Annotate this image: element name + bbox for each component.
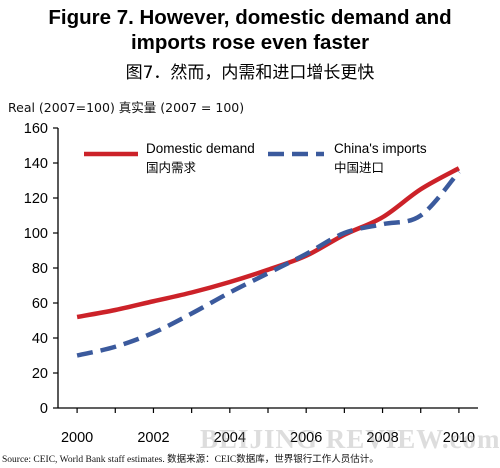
legend-label-zh-china-imports: 中国进口 (334, 160, 384, 175)
x-tick-label-2008: 2008 (366, 430, 398, 446)
y-axis-label: Real (2007=100) 真实量 (2007 = 100) (8, 100, 245, 115)
y-tick-label-0: 0 (40, 401, 48, 417)
x-tick-label-2006: 2006 (290, 430, 322, 446)
y-tick-label-80: 80 (32, 261, 48, 277)
y-tick-label-40: 40 (32, 331, 48, 347)
y-tick-label-60: 60 (32, 296, 48, 312)
x-tick-label-2004: 2004 (214, 430, 246, 446)
y-tick-label-120: 120 (24, 191, 48, 207)
legend-label-china-imports: China's imports (334, 141, 427, 156)
y-tick-label-140: 140 (24, 156, 48, 172)
x-tick-label-2000: 2000 (61, 430, 93, 446)
y-tick-label-160: 160 (24, 121, 48, 137)
x-tick-label-2010: 2010 (443, 430, 475, 446)
chart-title-line1: Figure 7. However, domestic demand and (48, 6, 452, 29)
x-tick-label-2002: 2002 (137, 430, 169, 446)
y-tick-label-100: 100 (24, 226, 48, 242)
chart-title-line2: imports rose even faster (130, 31, 370, 54)
chart-title-chinese: 图7．然而，内需和进口增长更快 (125, 63, 375, 83)
watermark: BEIJING REVIEW.com.cn (200, 424, 500, 454)
legend-label-domestic-demand: Domestic demand (146, 141, 255, 156)
legend-label-zh-domestic-demand: 国内需求 (146, 160, 197, 175)
y-tick-label-20: 20 (32, 366, 48, 382)
series-line-domestic-demand (76, 166, 460, 320)
series-line-china-imports (76, 170, 461, 358)
source-note: Source: CEIC, World Bank staff estimates… (2, 455, 379, 465)
